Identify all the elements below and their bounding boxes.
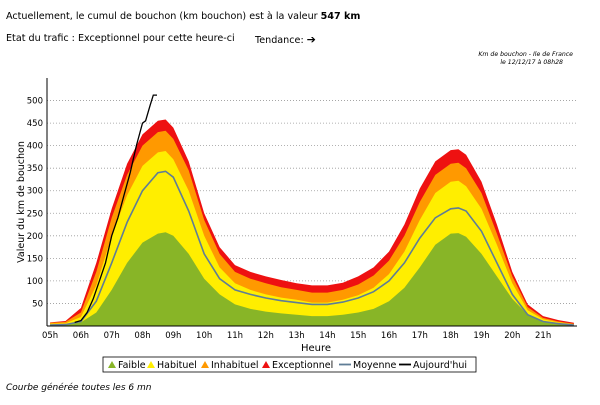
status-value: 547 km xyxy=(320,11,361,22)
y-tick-label: 100 xyxy=(27,277,43,287)
legend-label: Faible xyxy=(118,360,146,371)
x-tick-label: 19h xyxy=(473,331,489,341)
trend-indicator: Tendance: ➔ xyxy=(255,33,316,46)
legend-label: Moyenne xyxy=(353,360,397,371)
y-tick-label: 400 xyxy=(27,142,43,152)
x-tick-label: 06h xyxy=(73,331,89,341)
line-moyenne xyxy=(50,170,574,326)
x-tick-label: 15h xyxy=(350,331,366,341)
x-tick-label: 07h xyxy=(104,331,120,341)
legend-label: Exceptionnel xyxy=(272,360,333,371)
y-tick-label: 450 xyxy=(27,119,43,129)
y-tick-label: 500 xyxy=(27,97,43,107)
legend-label: Habituel xyxy=(157,360,197,371)
chart-subtitle: le 12/12/17 à 08h28 xyxy=(500,58,563,66)
x-tick-label: 09h xyxy=(165,331,181,341)
x-tick-label: 20h xyxy=(504,331,520,341)
y-tick-label: 200 xyxy=(27,232,43,242)
area-faible xyxy=(50,232,574,326)
y-tick-label: 150 xyxy=(27,254,43,264)
legend-box xyxy=(102,356,477,373)
legend-label: Aujourd'hui xyxy=(413,360,467,371)
x-tick-label: 17h xyxy=(412,331,428,341)
status-text: Actuellement, le cumul de bouchon (km bo… xyxy=(6,11,318,22)
y-tick-label: 350 xyxy=(27,164,43,174)
legend: Faible Habituel Inhabituel Exceptionnel Moye… xyxy=(102,356,477,373)
status-line-traffic: Etat du trafic : Exceptionnel pour cette… xyxy=(6,33,235,44)
line-aujourdhui xyxy=(74,94,157,324)
x-axis-label: Heure xyxy=(301,343,331,354)
x-tick-label: 11h xyxy=(227,331,243,341)
x-tick-label: 10h xyxy=(196,331,212,341)
legend-label: Inhabituel xyxy=(211,360,259,371)
y-tick-label: 250 xyxy=(27,209,43,219)
y-tick-label: 300 xyxy=(27,187,43,197)
x-tick-label: 08h xyxy=(134,331,150,341)
x-tick-label: 18h xyxy=(443,331,459,341)
arrow-right-icon: ➔ xyxy=(306,33,316,46)
x-tick-label: 14h xyxy=(319,331,335,341)
x-tick-label: 13h xyxy=(288,331,304,341)
x-tick-label: 21h xyxy=(535,331,551,341)
x-tick-label: 05h xyxy=(42,331,58,341)
legend-swatch xyxy=(262,361,270,368)
y-axis-label: Valeur du km de bouchon xyxy=(16,141,27,263)
status-line-cumul: Actuellement, le cumul de bouchon (km bo… xyxy=(6,11,360,22)
trend-label: Tendance: xyxy=(255,35,304,46)
y-tick-label: 50 xyxy=(32,299,43,309)
legend-swatch xyxy=(201,361,209,368)
legend-swatch xyxy=(147,361,155,368)
legend-swatch xyxy=(108,361,116,368)
x-tick-label: 12h xyxy=(258,331,274,341)
x-tick-label: 16h xyxy=(381,331,397,341)
chart-title: Km de bouchon - Ile de France xyxy=(478,51,573,58)
footer-note: Courbe générée toutes les 6 mn xyxy=(6,383,152,393)
